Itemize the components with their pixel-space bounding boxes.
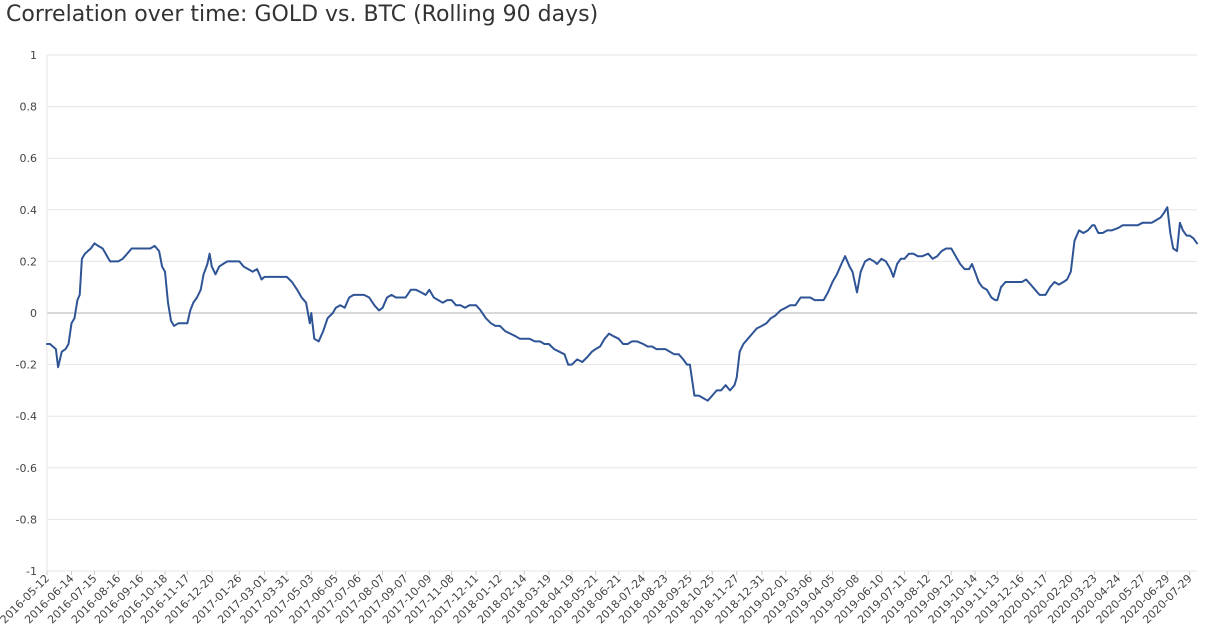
grid-lines [46, 54, 1197, 572]
chart-title: Correlation over time: GOLD vs. BTC (Rol… [6, 2, 599, 27]
series-layer [46, 206, 1198, 402]
series-line-0 [46, 206, 1198, 402]
y-tick-label: 0.6 [20, 152, 38, 165]
y-tick-label: 0.4 [20, 204, 38, 217]
y-tick-label: -0.6 [16, 462, 37, 475]
y-tick-label: -1 [26, 565, 37, 578]
y-tick-label: 1 [30, 49, 37, 62]
y-tick-label: 0 [30, 307, 37, 320]
x-axis: 2016-05-122016-06-142016-07-152016-08-16… [0, 571, 1195, 626]
y-tick-label: -0.4 [16, 410, 37, 423]
y-tick-label: -0.8 [16, 513, 37, 526]
y-tick-label: 0.8 [20, 101, 38, 114]
y-tick-label: -0.2 [16, 359, 37, 372]
y-tick-label: 0.2 [20, 255, 38, 268]
y-axis: 1 0.8 0.6 0.4 0.2 0 -0.2 -0.4 -0.6 -0.8 -1 [16, 49, 37, 578]
